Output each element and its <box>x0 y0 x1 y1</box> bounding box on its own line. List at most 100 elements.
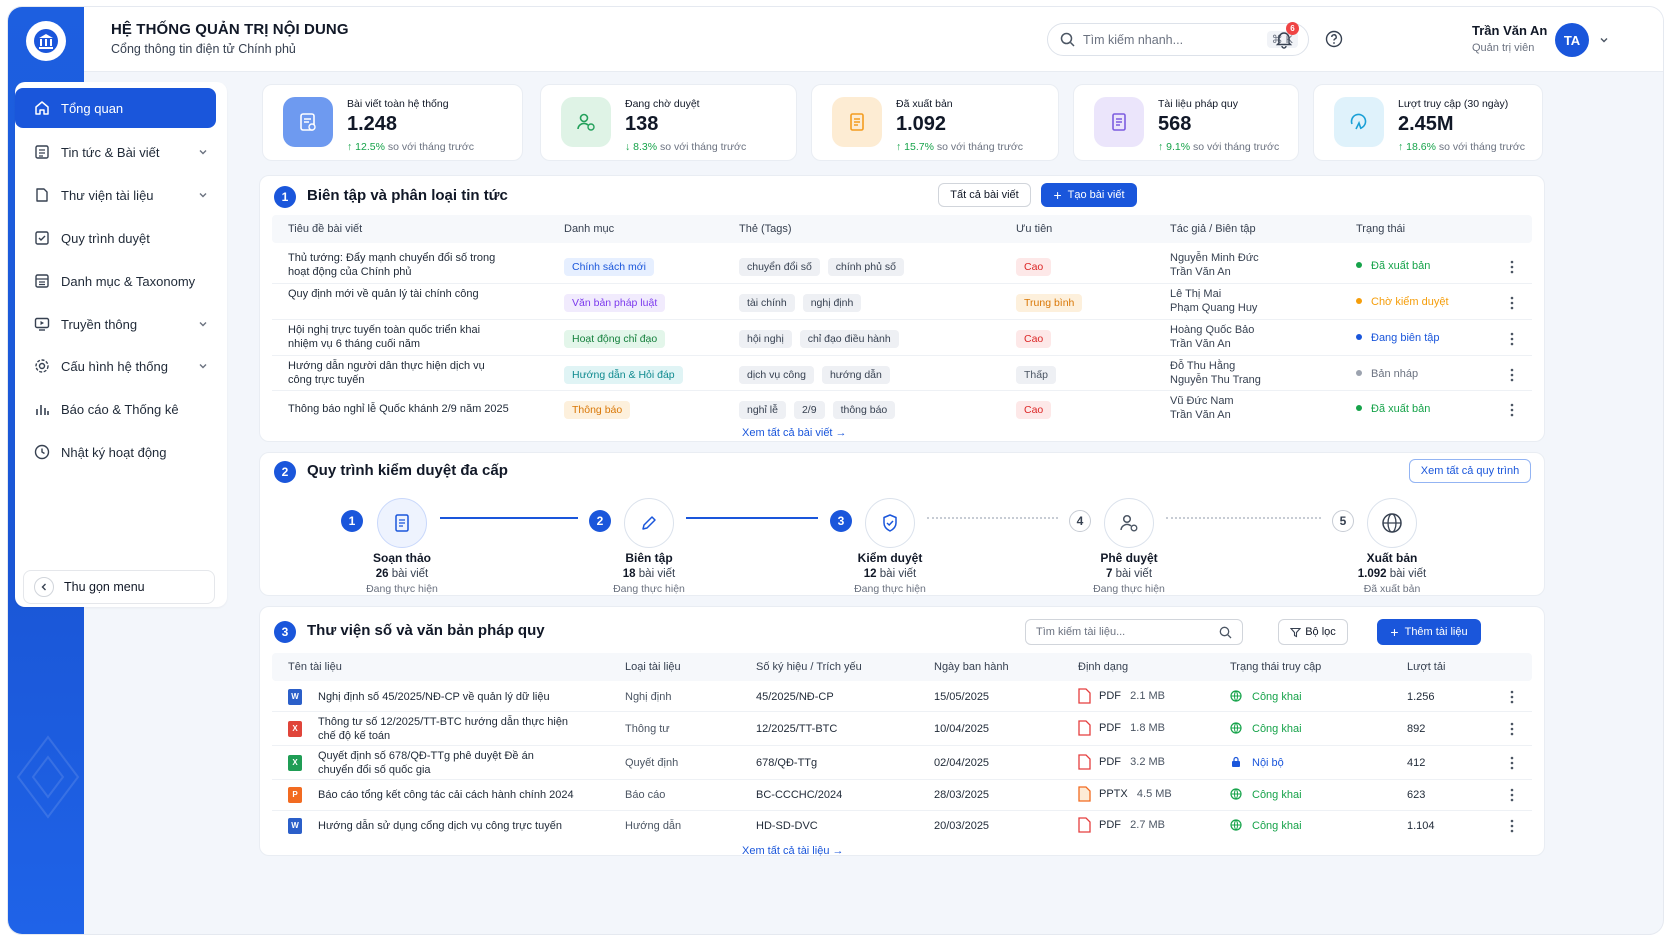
document-name[interactable]: Hướng dẫn sử dụng cổng dịch vụ công trực… <box>318 820 562 832</box>
view-all-articles-link[interactable]: Xem tất cả bài viết → <box>742 427 847 439</box>
stat-card-visits[interactable]: Lượt truy cập (30 ngày) 2.45M ↑ 18.6% so… <box>1313 84 1543 161</box>
column-header[interactable]: Định dạng <box>1078 661 1129 673</box>
sidebar-item-workflow[interactable]: Quy trình duyệt <box>15 218 217 258</box>
article-title[interactable]: Hội nghị trực tuyến toàn quốc triển khai… <box>288 324 481 350</box>
table-row[interactable]: X Thông tư số 12/2025/TT-BTC hướng dẫn t… <box>272 712 1532 746</box>
article-title[interactable]: Hướng dẫn người dân thực hiện dịch vụ côn… <box>288 360 485 386</box>
tag: hướng dẫn <box>821 366 890 384</box>
table-row[interactable]: Thủ tướng: Đẩy mạnh chuyển đổi số trong h… <box>272 248 1532 284</box>
collapse-menu-button[interactable]: Thu gọn menu <box>23 570 215 604</box>
more-actions-icon[interactable] <box>1510 690 1514 704</box>
column-header[interactable]: Thẻ (Tags) <box>739 223 792 235</box>
stat-card-pending[interactable]: Đang chờ duyệt 138 ↓ 8.3% so với tháng t… <box>540 84 797 161</box>
filter-button[interactable]: Bộ lọc <box>1278 619 1348 645</box>
more-actions-icon[interactable] <box>1510 403 1514 417</box>
government-logo-icon[interactable] <box>26 21 66 61</box>
all-workflows-button[interactable]: Xem tất cả quy trình <box>1409 459 1531 483</box>
globe-icon[interactable] <box>1367 498 1417 548</box>
step-status: Đã xuất bản <box>1363 583 1421 595</box>
column-header[interactable]: Danh mục <box>564 223 615 235</box>
table-row[interactable]: Hướng dẫn người dân thực hiện dịch vụ côn… <box>272 356 1532 391</box>
status-badge: Đã xuất bản <box>1356 259 1430 273</box>
priority-badge: Cao <box>1016 330 1052 348</box>
help-icon[interactable] <box>1324 29 1346 51</box>
table-row[interactable]: Thông báo nghỉ lễ Quốc khánh 2/9 năm 202… <box>272 391 1532 426</box>
stat-trend-value: 18.6% <box>1406 141 1436 153</box>
column-header[interactable]: Ưu tiên <box>1016 223 1053 235</box>
tags: tài chính nghị định <box>739 294 869 312</box>
table-row[interactable]: W Hướng dẫn sử dụng cổng dịch vụ công tr… <box>272 811 1532 842</box>
sidebar-item-news[interactable]: Tin tức & Bài viết <box>15 132 217 172</box>
step-status: Đang thực hiện <box>366 583 438 595</box>
document-name[interactable]: Báo cáo tổng kết công tác cải cách hành … <box>318 789 574 801</box>
priority-badge: Thấp <box>1016 366 1056 384</box>
column-header[interactable]: Tên tài liệu <box>288 661 342 673</box>
draft-step-icon[interactable] <box>377 498 427 548</box>
stat-trend: ↑ 12.5% so với tháng trước <box>347 141 475 153</box>
avatar[interactable]: TA <box>1555 23 1589 57</box>
document-search-input[interactable]: Tìm kiếm tài liệu... <box>1025 619 1243 645</box>
news-icon <box>33 143 51 161</box>
column-header[interactable]: Lượt tải <box>1407 661 1446 673</box>
stat-card-legal-docs[interactable]: Tài liệu pháp quy 568 ↑ 9.1% so với thán… <box>1073 84 1299 161</box>
stat-trend-value: 9.1% <box>1166 141 1191 153</box>
column-header[interactable]: Trạng thái <box>1356 223 1406 235</box>
plus-icon: + <box>1390 624 1399 640</box>
search-icon <box>1219 626 1232 639</box>
sidebar-item-taxonomy[interactable]: Danh mục & Taxonomy <box>15 261 217 301</box>
app-title: HỆ THỐNG QUẢN TRỊ NỘI DUNG <box>111 21 349 38</box>
table-row[interactable]: X Quyết định số 678/QĐ-TTg phê duyệt Đề … <box>272 746 1532 780</box>
more-actions-icon[interactable] <box>1510 260 1514 274</box>
stat-card-published[interactable]: Đã xuất bản 1.092 ↑ 15.7% so với tháng t… <box>811 84 1059 161</box>
column-header[interactable]: Tác giả / Biên tập <box>1170 223 1256 235</box>
column-header[interactable]: Loại tài liệu <box>625 661 681 673</box>
table-row[interactable]: Hội nghị trực tuyến toàn quốc triển khai… <box>272 320 1532 356</box>
sidebar-item-reports[interactable]: Báo cáo & Thống kê <box>15 389 217 429</box>
column-header[interactable]: Tiêu đề bài viết <box>288 223 363 235</box>
sidebar-item-activity-log[interactable]: Nhật ký hoạt động <box>15 432 217 472</box>
sidebar-item-library[interactable]: Thư viện tài liệu <box>15 175 217 215</box>
stat-card-articles[interactable]: Bài viết toàn hệ thống 1.248 ↑ 12.5% so … <box>262 84 523 161</box>
create-article-button[interactable]: + Tạo bài viết <box>1041 183 1137 207</box>
library-table-header: Tên tài liệu Loại tài liệu Số ký hiệu / … <box>272 653 1532 681</box>
document-name[interactable]: Quyết định số 678/QĐ-TTg phê duyệt Đề án… <box>318 750 534 776</box>
sidebar-item-overview[interactable]: Tổng quan <box>15 88 216 128</box>
stat-value: 2.45M <box>1398 113 1454 135</box>
view-all-documents-link[interactable]: Xem tất cả tài liệu → <box>742 845 844 857</box>
bell-icon[interactable] <box>1274 29 1296 51</box>
sidebar-item-media[interactable]: Truyền thông <box>15 304 217 344</box>
more-actions-icon[interactable] <box>1510 756 1514 770</box>
document-name[interactable]: Nghị định số 45/2025/NĐ-CP về quản lý dữ… <box>318 691 550 703</box>
user-name[interactable]: Trần Văn An <box>1472 23 1548 38</box>
excel-file-icon: X <box>288 721 302 737</box>
more-actions-icon[interactable] <box>1510 722 1514 736</box>
article-title[interactable]: Thông báo nghỉ lễ Quốc khánh 2/9 năm 202… <box>288 403 509 415</box>
quick-search-input[interactable]: Tìm kiếm nhanh... ⌘ K <box>1047 23 1309 56</box>
author-editor: Nguyễn Minh Đức Trần Văn An <box>1170 252 1259 278</box>
document-name[interactable]: Thông tư số 12/2025/TT-BTC hướng dẫn thự… <box>318 716 569 742</box>
chevron-down-icon[interactable] <box>1598 34 1610 46</box>
table-row[interactable]: P Báo cáo tổng kết công tác cải cách hàn… <box>272 780 1532 811</box>
more-actions-icon[interactable] <box>1510 332 1514 346</box>
status-badge: Bản nháp <box>1356 367 1418 381</box>
edit-pencil-icon[interactable] <box>624 498 674 548</box>
more-actions-icon[interactable] <box>1510 368 1514 382</box>
all-articles-button[interactable]: Tất cả bài viết <box>938 183 1031 207</box>
more-actions-icon[interactable] <box>1510 819 1514 833</box>
column-header[interactable]: Số ký hiệu / Trích yếu <box>756 661 862 673</box>
more-actions-icon[interactable] <box>1510 296 1514 310</box>
add-document-button[interactable]: + Thêm tài liệu <box>1377 619 1481 645</box>
user-approve-icon[interactable] <box>1104 498 1154 548</box>
column-header[interactable]: Ngày ban hành <box>934 661 1009 673</box>
shield-check-icon[interactable] <box>865 498 915 548</box>
table-row[interactable]: W Nghị định số 45/2025/NĐ-CP về quản lý … <box>272 682 1532 712</box>
article-title[interactable]: Thủ tướng: Đẩy mạnh chuyển đổi số trong h… <box>288 252 496 278</box>
add-document-label: Thêm tài liệu <box>1404 626 1468 638</box>
sidebar-item-settings[interactable]: Cấu hình hệ thống <box>15 346 217 386</box>
more-actions-icon[interactable] <box>1510 788 1514 802</box>
author-editor: Lê Thị Mai Phạm Quang Huy <box>1170 288 1258 314</box>
collapse-label: Thu gọn menu <box>64 580 145 594</box>
column-header[interactable]: Trạng thái truy cập <box>1230 661 1322 673</box>
table-row[interactable]: Quy định mới về quản lý tài chính công V… <box>272 284 1532 320</box>
article-title[interactable]: Quy định mới về quản lý tài chính công <box>288 288 479 300</box>
